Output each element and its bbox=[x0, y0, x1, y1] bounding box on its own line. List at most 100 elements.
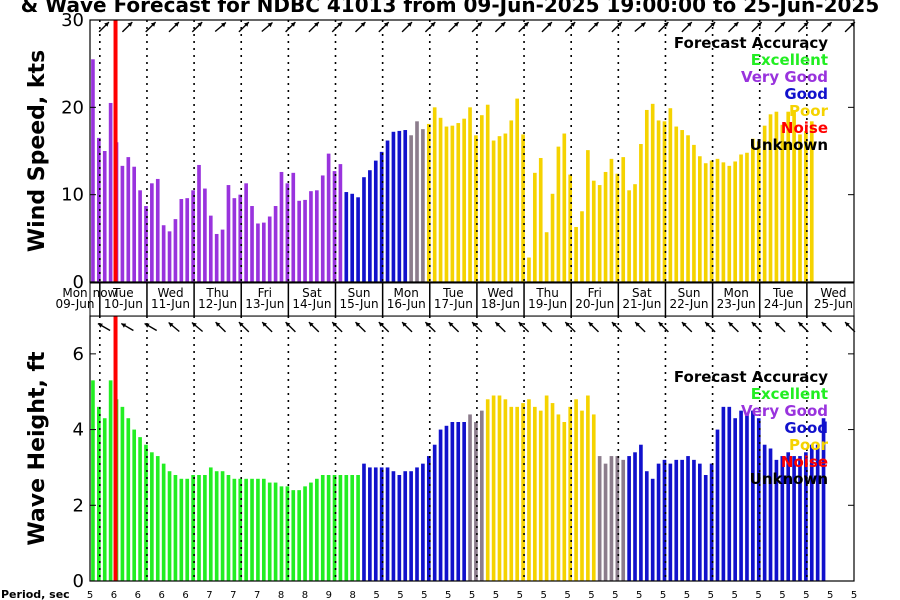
wind-bar bbox=[438, 117, 443, 282]
direction-arrow-icon bbox=[518, 321, 530, 333]
wind-bar bbox=[686, 135, 690, 282]
direction-arrow-icon bbox=[728, 321, 739, 333]
wind-bar bbox=[703, 163, 708, 282]
direction-arrow-icon bbox=[331, 321, 343, 333]
period-value: 5 bbox=[564, 590, 570, 600]
wind-bar bbox=[250, 206, 254, 282]
wave-bar bbox=[279, 486, 284, 581]
now-marker-label: now bbox=[93, 286, 118, 300]
wave-bar bbox=[150, 452, 154, 581]
wave-bar bbox=[568, 406, 573, 581]
y-tick-label: 30 bbox=[61, 10, 84, 31]
wave-bar bbox=[191, 475, 195, 581]
wind-bar bbox=[574, 226, 578, 282]
direction-arrow-icon bbox=[331, 21, 343, 33]
wind-bar bbox=[203, 188, 207, 282]
day-date: 14-Jun bbox=[292, 297, 331, 311]
direction-arrow-icon bbox=[97, 322, 111, 332]
wind-bar bbox=[597, 185, 602, 282]
wind-bar bbox=[515, 98, 519, 282]
period-value: 5 bbox=[540, 590, 546, 600]
wave-bar bbox=[639, 444, 643, 581]
direction-arrow-icon bbox=[681, 21, 693, 33]
direction-arrow-icon bbox=[704, 21, 716, 33]
wind-bar bbox=[739, 154, 743, 282]
period-value: 5 bbox=[421, 590, 427, 600]
period-value: 6 bbox=[182, 590, 188, 600]
period-value: 5 bbox=[445, 590, 451, 600]
wave-bar bbox=[173, 475, 178, 581]
direction-arrow-icon bbox=[355, 321, 366, 333]
y-tick-label: 6 bbox=[73, 344, 84, 365]
wave-bar bbox=[220, 471, 225, 581]
wave-bar bbox=[462, 422, 466, 581]
wave-bar bbox=[692, 459, 696, 581]
direction-arrow-icon bbox=[844, 321, 856, 333]
wind-bar bbox=[379, 151, 384, 282]
day-name: Tue bbox=[772, 286, 794, 300]
wave-bar bbox=[303, 486, 307, 581]
wave-bar bbox=[379, 467, 384, 581]
direction-arrow-icon bbox=[541, 21, 553, 33]
day-date: 25-Jun bbox=[814, 297, 853, 311]
direction-arrow-icon bbox=[658, 21, 669, 33]
wind-bar bbox=[674, 126, 679, 282]
wind-bar bbox=[256, 223, 260, 282]
wave-bar bbox=[91, 380, 95, 581]
wave-bar bbox=[485, 399, 490, 581]
wave-bar bbox=[615, 456, 620, 581]
wave-bar bbox=[774, 459, 779, 581]
direction-arrow-icon bbox=[214, 21, 227, 33]
wind-bar bbox=[538, 157, 543, 282]
wave-bar bbox=[197, 475, 201, 581]
wind-bar bbox=[273, 206, 278, 282]
wind-bar bbox=[297, 200, 301, 282]
direction-arrow-icon bbox=[378, 321, 390, 333]
wave-bar bbox=[421, 463, 425, 581]
wave-bar bbox=[809, 444, 814, 581]
period-value: 5 bbox=[708, 590, 714, 600]
day-label-strip: Mon09-JunTue10-JunWed11-JunThu12-JunFri1… bbox=[55, 282, 855, 317]
direction-arrow-icon bbox=[588, 21, 599, 33]
direction-arrow-icon bbox=[774, 21, 786, 33]
direction-arrow-icon bbox=[168, 21, 180, 33]
day-name: Wed bbox=[487, 286, 513, 300]
wave-bar bbox=[562, 422, 567, 581]
wave-bar bbox=[167, 471, 172, 581]
wave-bar bbox=[627, 456, 631, 581]
wind-bar bbox=[450, 125, 455, 282]
wind-bar bbox=[173, 219, 178, 282]
day-date: 09-Jun bbox=[55, 297, 94, 311]
wave-bar bbox=[338, 475, 343, 581]
wave-bar bbox=[456, 422, 461, 581]
wave-bar bbox=[503, 399, 508, 581]
period-value: 5 bbox=[517, 590, 523, 600]
wave-bar bbox=[315, 478, 319, 581]
wave-bar bbox=[320, 475, 325, 581]
wind-bar bbox=[586, 150, 590, 282]
wind-bar bbox=[238, 194, 243, 282]
wave-bar bbox=[409, 471, 413, 581]
wave-bar bbox=[450, 422, 455, 581]
direction-arrow-icon bbox=[448, 321, 460, 333]
day-name: Wed bbox=[157, 286, 183, 300]
period-value: 5 bbox=[588, 590, 594, 600]
legend-entry: Noise bbox=[781, 119, 828, 137]
wind-bar bbox=[267, 216, 272, 282]
wave-bar bbox=[97, 406, 101, 581]
wave-bar bbox=[644, 471, 649, 581]
y-tick-label: 10 bbox=[61, 185, 84, 206]
wind-bar bbox=[167, 231, 172, 282]
legend-entry: Good bbox=[784, 419, 828, 437]
direction-arrow-icon bbox=[144, 322, 158, 332]
direction-arrow-icon bbox=[564, 321, 576, 333]
wind-bar bbox=[580, 211, 584, 282]
y-tick-label: 0 bbox=[73, 272, 84, 293]
wind-bar bbox=[786, 111, 791, 282]
wave-bar bbox=[403, 471, 408, 581]
direction-arrow-icon bbox=[797, 321, 809, 333]
legend-entry: Good bbox=[784, 85, 828, 103]
wave-bar bbox=[527, 399, 531, 581]
direction-arrow-icon bbox=[285, 321, 296, 333]
wave-bar bbox=[368, 467, 372, 581]
